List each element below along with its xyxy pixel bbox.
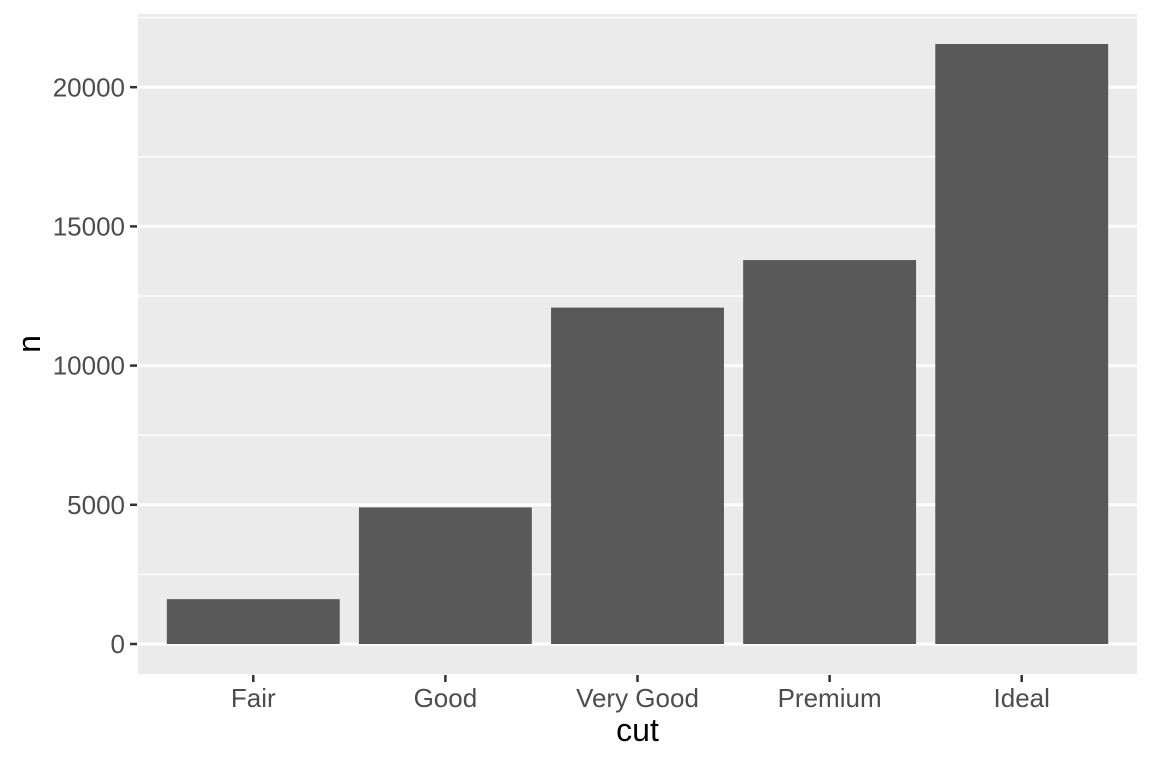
- y-tick-label: 10000: [53, 351, 125, 381]
- bar-very-good: [551, 307, 724, 644]
- x-tick-label-good: Good: [414, 683, 478, 713]
- bar-ideal: [935, 44, 1109, 644]
- x-tick-label-fair: Fair: [231, 683, 276, 713]
- y-tick-label: 0: [111, 629, 125, 659]
- x-axis-title: cut: [616, 712, 659, 748]
- bar-premium: [743, 260, 917, 644]
- y-tick-label: 20000: [53, 72, 125, 102]
- bar-good: [358, 507, 532, 644]
- y-tick-label: 5000: [67, 490, 125, 520]
- y-tick-label: 15000: [53, 211, 125, 241]
- x-tick-label-ideal: Ideal: [994, 683, 1050, 713]
- bar-fair: [166, 599, 340, 644]
- x-tick-label-very-good: Very Good: [576, 683, 699, 713]
- x-tick-label-premium: Premium: [778, 683, 882, 713]
- y-axis-title: n: [11, 335, 47, 353]
